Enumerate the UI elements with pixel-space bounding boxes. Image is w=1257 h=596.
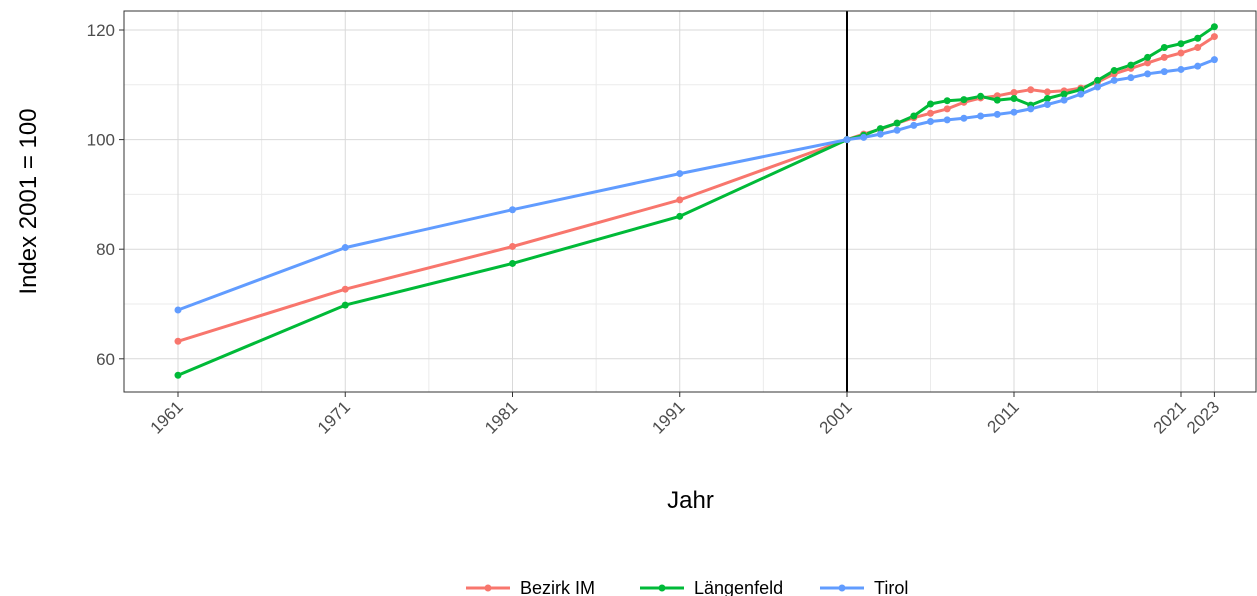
y-tick-label: 100 [87,131,115,150]
data-point [1194,34,1202,42]
data-point [843,136,851,144]
data-point [509,206,516,214]
data-point [1060,90,1068,98]
x-tick-label: 2011 [984,397,1023,436]
series-line-2 [177,58,1215,312]
data-point [174,371,182,379]
x-tick-label: 1981 [481,397,521,437]
data-point [676,196,684,204]
data-point [1210,23,1218,31]
x-axis-title: Jahr [667,487,714,514]
data-point [676,212,684,220]
x-tick-label: 1971 [314,397,354,437]
data-point [1010,95,1018,102]
data-point [893,119,901,127]
data-point [1194,44,1202,52]
data-point [960,96,968,104]
data-point [1027,105,1035,113]
data-point [509,242,516,250]
legend-key-point [658,584,666,592]
data-point [910,112,918,120]
data-point [1160,44,1168,52]
data-point [1010,88,1018,96]
data-point [1060,96,1068,104]
y-tick-label: 80 [96,240,115,259]
y-axis: 60 80 100 120 [87,21,124,369]
series-points [174,23,1218,379]
data-point [509,259,516,267]
data-point [993,96,1001,104]
data-point [960,114,968,122]
data-point [1177,49,1185,57]
data-point [1144,70,1152,78]
data-point [943,97,951,105]
data-point [1043,95,1051,102]
data-point [860,133,868,141]
legend-label: Längenfeld [694,578,783,596]
data-point [1043,88,1051,96]
panel-border [123,10,1257,393]
data-point [1160,68,1168,76]
series-line-0 [177,35,1216,343]
data-point [1110,67,1118,75]
y-axis-title: Index 2001 = 100 [15,108,42,294]
series-lines [177,25,1216,377]
data-point [943,105,951,113]
data-point [1043,101,1051,109]
data-point [876,125,884,133]
major-gridlines [124,11,1257,392]
legend-label: Bezirk IM [520,578,595,596]
data-point [1177,65,1185,73]
y-tick-label: 60 [96,350,115,369]
data-point [910,121,918,129]
data-point [876,130,884,138]
data-point [1127,61,1135,69]
y-tick-label: 120 [87,21,115,40]
data-point [943,116,951,124]
data-point [1160,53,1168,61]
data-point [1077,90,1085,98]
legend: Bezirk IM Längenfeld Tirol [466,578,908,596]
x-tick-label: 2021 [1150,397,1190,437]
data-point [993,110,1001,118]
data-point [1027,86,1035,94]
x-tick-label: 2023 [1183,397,1223,437]
data-point [1194,62,1202,70]
minor-gridlines [124,11,1257,392]
data-point [977,112,985,120]
legend-key-point [484,584,492,592]
x-tick-label: 1961 [147,397,187,437]
data-point [1094,76,1101,84]
data-point [1210,33,1218,41]
data-point [1127,74,1135,82]
legend-label: Tirol [874,578,908,596]
data-point [341,301,349,309]
data-point [174,337,182,345]
data-point [341,244,349,252]
legend-key-point [838,584,846,592]
data-point [676,170,684,178]
data-point [341,285,349,293]
data-point [1144,53,1152,61]
data-point [977,92,985,100]
data-point [893,126,901,134]
data-point [927,109,934,117]
data-point [1110,76,1118,84]
series-line-1 [177,25,1216,377]
data-point [1210,56,1218,64]
data-point [1094,83,1101,91]
data-point [1010,108,1018,116]
data-point [1144,59,1152,67]
data-point [927,118,934,126]
data-point [174,306,182,314]
data-point [1177,40,1185,48]
x-tick-label: 1991 [648,397,688,437]
x-tick-label: 2001 [816,397,856,437]
data-point [927,100,934,108]
